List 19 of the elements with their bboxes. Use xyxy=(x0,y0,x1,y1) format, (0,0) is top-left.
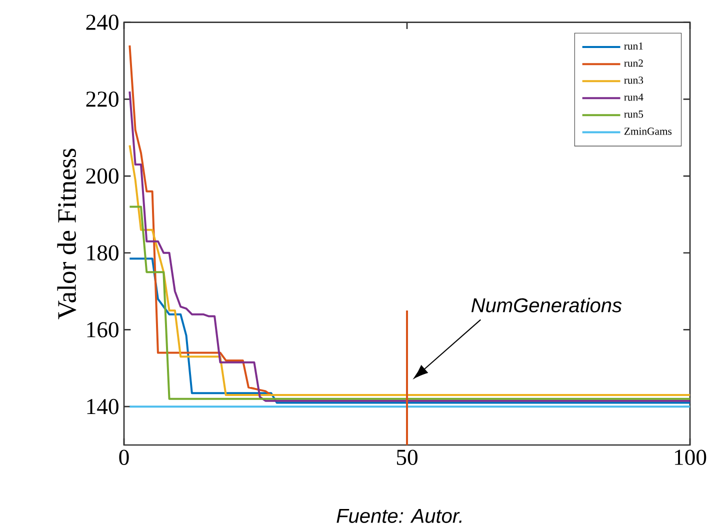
annotation: NumGenerations xyxy=(471,298,622,312)
y-tick-label: 200 xyxy=(86,168,118,184)
y-axis-title: Valor de Fitness xyxy=(57,148,76,320)
legend-label: run5 xyxy=(624,110,644,118)
legend-label: run3 xyxy=(624,76,644,84)
legend-label: ZminGams xyxy=(624,128,672,135)
y-tick-label: 240 xyxy=(86,14,118,30)
x-tick-label: 0 xyxy=(119,450,129,466)
y-tick-label: 180 xyxy=(87,245,118,261)
legend-label: run2 xyxy=(624,60,643,67)
line-series xyxy=(128,144,690,396)
y-tick-label: 160 xyxy=(87,322,118,338)
y-tick-label: 220 xyxy=(86,92,118,107)
source-note: Fuente: Autor. xyxy=(336,509,462,523)
legend-label: run1 xyxy=(624,42,643,50)
x-tick-label: 50 xyxy=(396,450,418,466)
legend-label: run4 xyxy=(624,94,644,101)
x-tick-label: 100 xyxy=(674,450,706,466)
y-tick-label: 140 xyxy=(87,398,118,414)
